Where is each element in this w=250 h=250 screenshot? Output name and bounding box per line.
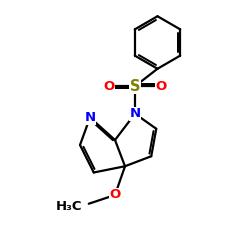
Text: O: O	[156, 80, 167, 93]
Text: H₃C: H₃C	[56, 200, 82, 213]
Text: N: N	[130, 107, 140, 120]
Text: O: O	[103, 80, 115, 93]
Text: S: S	[130, 79, 140, 94]
Text: N: N	[84, 111, 96, 124]
Text: O: O	[110, 188, 120, 202]
